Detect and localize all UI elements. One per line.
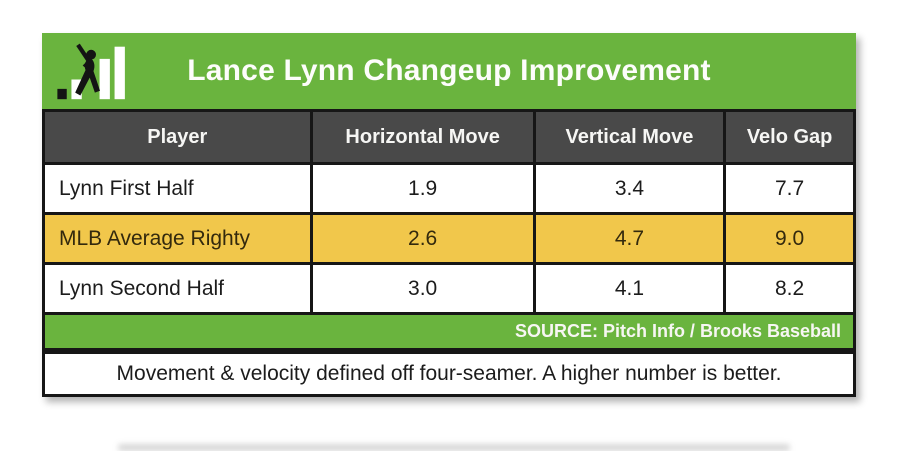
table-row-highlighted: MLB Average Righty 2.6 4.7 9.0 <box>42 212 856 265</box>
source-bar: SOURCE: Pitch Info / Brooks Baseball <box>42 315 856 351</box>
footnote-bar: Movement & velocity defined off four-sea… <box>42 351 856 397</box>
footnote-text: Movement & velocity defined off four-sea… <box>116 362 782 385</box>
column-header-player: Player <box>42 109 313 165</box>
vertical-move-value: 3.4 <box>532 162 727 215</box>
table-header-row: Player Horizontal Move Vertical Move Vel… <box>42 109 856 165</box>
player-name: Lynn First Half <box>42 162 313 215</box>
player-name: MLB Average Righty <box>42 212 313 265</box>
horizontal-move-value: 2.6 <box>309 212 536 265</box>
stats-card: Lance Lynn Changeup Improvement Player H… <box>42 33 856 397</box>
column-header-vertical-move: Vertical Move <box>532 109 727 165</box>
card-title: Lance Lynn Changeup Improvement <box>187 54 711 87</box>
title-bar: Lance Lynn Changeup Improvement <box>42 33 856 109</box>
velo-gap-value: 7.7 <box>723 162 856 215</box>
vertical-move-value: 4.7 <box>532 212 727 265</box>
batter-bar-chart-icon <box>57 43 125 100</box>
vertical-move-value: 4.1 <box>532 262 727 315</box>
horizontal-move-value: 3.0 <box>309 262 536 315</box>
player-name: Lynn Second Half <box>42 262 313 315</box>
column-header-velo-gap: Velo Gap <box>723 109 856 165</box>
cropped-text-artifact <box>118 444 790 451</box>
column-header-horizontal-move: Horizontal Move <box>309 109 536 165</box>
table-row: Lynn Second Half 3.0 4.1 8.2 <box>42 262 856 315</box>
velo-gap-value: 8.2 <box>723 262 856 315</box>
source-text: SOURCE: Pitch Info / Brooks Baseball <box>514 321 841 341</box>
stats-table: Player Horizontal Move Vertical Move Vel… <box>42 109 856 315</box>
velo-gap-value: 9.0 <box>723 212 856 265</box>
horizontal-move-value: 1.9 <box>309 162 536 215</box>
table-row: Lynn First Half 1.9 3.4 7.7 <box>42 162 856 215</box>
